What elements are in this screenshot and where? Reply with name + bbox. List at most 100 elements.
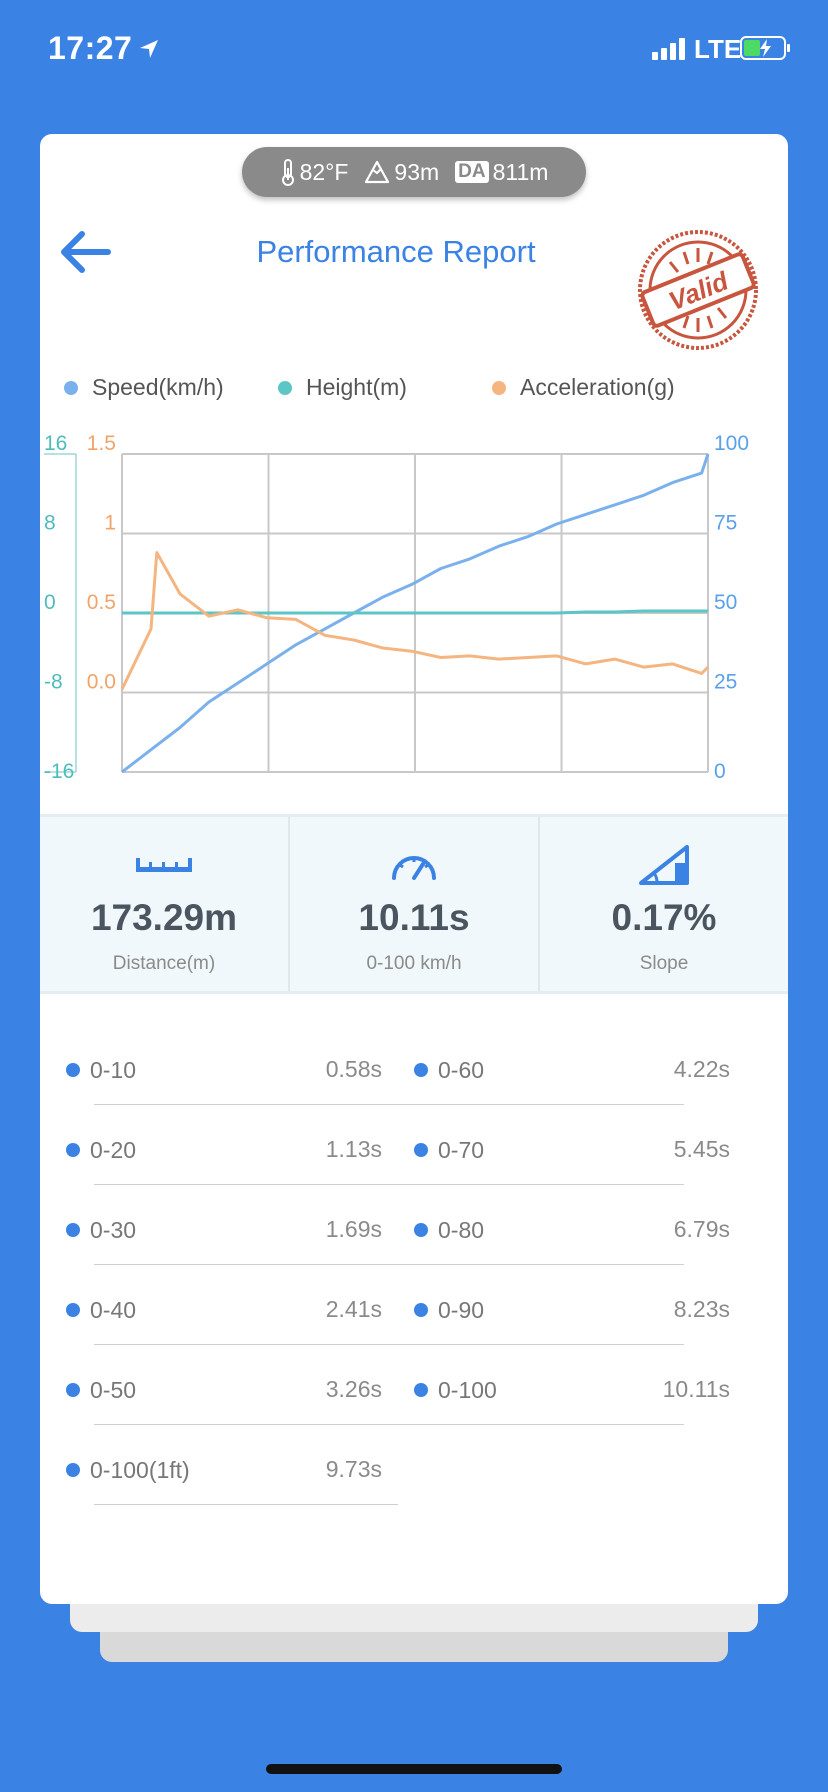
back-arrow-icon[interactable] (58, 230, 112, 274)
stats-panel: 173.29m Distance(m) 10.11s 0-100 km/h 0.… (40, 814, 788, 994)
location-arrow-icon (140, 40, 158, 58)
split-dot (66, 1223, 80, 1237)
split-value: 4.22s (673, 1056, 730, 1082)
split-label: 0-10 (90, 1056, 137, 1083)
split-label: 0-100 (438, 1376, 497, 1403)
altitude-item: 93m (364, 159, 439, 186)
split-dot (414, 1223, 428, 1237)
split-dot (414, 1143, 428, 1157)
acceleration-axis-tick: 1.5 (87, 432, 116, 455)
ruler-icon (136, 858, 192, 872)
thermometer-icon (281, 159, 294, 186)
speed-axis-tick: 25 (714, 671, 737, 694)
signal-bars-icon (652, 38, 685, 60)
split-dot (66, 1383, 80, 1397)
split-dot (414, 1063, 428, 1077)
split-value: 10.11s (662, 1376, 730, 1402)
split-item-left: 0-100(1ft) (66, 1430, 190, 1510)
height-axis-tick: 0 (44, 591, 56, 614)
height-axis-tick: 16 (44, 432, 67, 455)
split-dot (66, 1143, 80, 1157)
split-dot (66, 1303, 80, 1317)
status-time: 17:27 (48, 30, 133, 66)
legend-label: Speed(km/h) (92, 374, 224, 400)
density-altitude-value: 811m (492, 158, 549, 185)
distance-label: Distance(m) (112, 953, 216, 974)
legend-dot-acceleration (492, 380, 506, 395)
split-value: 0.58s (325, 1056, 382, 1082)
status-bar: 17:27 LTE (0, 0, 828, 100)
height-axis-tick: -8 (44, 671, 63, 694)
acceleration-axis-tick: 0.5 (87, 591, 116, 614)
split-value: 9.73s (325, 1456, 382, 1482)
legend-acceleration: Acceleration(g) (492, 374, 675, 401)
legend-height: Height(m) (278, 374, 407, 401)
split-item-left: 0-10 (66, 1030, 136, 1110)
split-label: 0-100(1ft) (90, 1456, 190, 1483)
split-value: 1.13s (325, 1136, 382, 1162)
split-item-right: 0-60 (414, 1030, 484, 1110)
split-value: 6.79s (673, 1216, 730, 1242)
time-label: 0-100 km/h (366, 953, 462, 974)
split-label: 0-20 (90, 1136, 137, 1163)
acceleration-axis-tick: 0.0 (87, 671, 116, 694)
split-value: 8.23s (673, 1296, 730, 1322)
legend-speed: Speed(km/h) (64, 374, 224, 401)
split-item-left: 0-30 (66, 1190, 136, 1270)
split-item-left: 0-20 (66, 1110, 136, 1190)
distance-value: 173.29m (90, 897, 238, 938)
split-dot (414, 1383, 428, 1397)
series-line-2 (120, 551, 710, 690)
split-value: 1.69s (325, 1216, 382, 1242)
legend-label: Acceleration(g) (520, 374, 675, 400)
speed-axis-tick: 0 (714, 760, 726, 783)
split-value: 3.26s (325, 1376, 382, 1402)
legend-dot-height (278, 380, 292, 395)
split-label: 0-90 (438, 1296, 485, 1323)
split-label: 0-50 (90, 1376, 137, 1403)
chart-lines (120, 453, 710, 774)
stat-distance: 173.29m Distance(m) (40, 817, 288, 991)
conditions-pill: 82°F 93m DA 811m (242, 147, 586, 197)
slope-value: 0.17% (611, 897, 717, 938)
split-label: 0-70 (438, 1136, 485, 1163)
legend-dot-speed (64, 380, 78, 395)
series-line-0 (121, 453, 710, 774)
stat-slope: 0.17% Slope (538, 817, 788, 991)
split-label: 0-30 (90, 1216, 137, 1243)
speed-axis-tick: 75 (714, 512, 737, 535)
slope-icon (639, 845, 689, 885)
mountain-icon (365, 160, 390, 184)
split-divider (94, 1264, 684, 1265)
split-item-right: 0-70 (414, 1110, 484, 1190)
split-label: 0-80 (438, 1216, 485, 1243)
split-value: 2.41s (325, 1296, 382, 1322)
chart-ticks: 16 8 0 -8 -16 1.5 1 0.5 0.0 100 75 50 25 0 (44, 432, 749, 783)
speedometer-icon (392, 856, 436, 880)
da-badge: DA (455, 161, 489, 183)
speed-axis-tick: 50 (714, 591, 737, 614)
split-label: 0-60 (438, 1056, 485, 1083)
legend-label: Height(m) (306, 374, 407, 400)
split-divider (94, 1344, 684, 1345)
split-divider (94, 1424, 684, 1425)
split-dot (66, 1463, 80, 1477)
acceleration-axis-tick: 1 (104, 512, 116, 535)
altitude-value: 93m (394, 158, 440, 185)
page-title: Performance Report (256, 234, 536, 269)
home-indicator[interactable] (266, 1764, 562, 1774)
split-label: 0-40 (90, 1296, 137, 1323)
split-item-right: 0-80 (414, 1190, 484, 1270)
time-value: 10.11s (358, 897, 470, 938)
split-item-left: 0-50 (66, 1350, 136, 1430)
density-altitude-item: DA 811m (455, 159, 548, 186)
battery-charging-icon (740, 36, 790, 60)
split-item-left: 0-40 (66, 1270, 136, 1350)
split-item-right: 0-100 (414, 1350, 497, 1430)
split-divider (94, 1104, 684, 1105)
split-dot (414, 1303, 428, 1317)
split-value: 5.45s (673, 1136, 730, 1162)
split-divider (94, 1184, 684, 1185)
temperature-value: 82°F (299, 158, 349, 185)
stat-time: 10.11s 0-100 km/h (288, 817, 538, 991)
